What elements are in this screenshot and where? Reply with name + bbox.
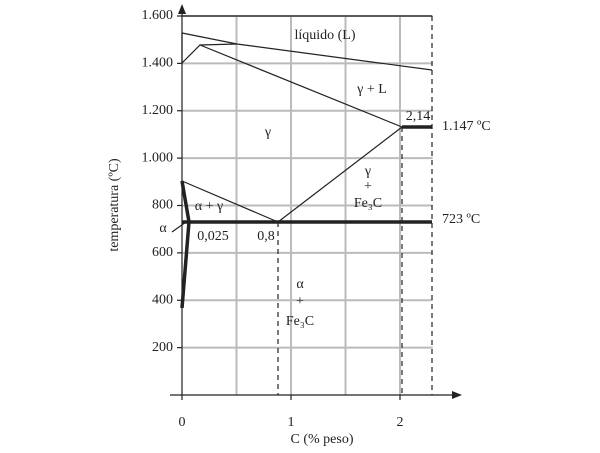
x-tick-label: 2: [397, 415, 404, 430]
x-tick-label: 1: [288, 415, 295, 430]
alpha-boundary: [180, 180, 191, 309]
region-label: α: [159, 221, 167, 236]
x-axis-label: C (% peso): [291, 432, 354, 447]
y-arrow: [178, 4, 186, 14]
region-label: +: [364, 179, 372, 194]
region-label: Fe₃C: [286, 314, 314, 329]
y-tick-label: 400: [152, 292, 173, 307]
region-label: γ: [264, 125, 271, 140]
annotation: 0,025: [197, 229, 229, 244]
alpha-pointer: [171, 221, 187, 233]
y-tick-label: 800: [152, 198, 173, 213]
x-tick-label: 0: [179, 415, 186, 430]
y-tick-label: 1.000: [142, 150, 174, 165]
region-label: γ: [364, 164, 371, 179]
a3-line: [181, 180, 279, 223]
y-tick-label: 1.200: [142, 103, 174, 118]
annotation: 1.147 ºC: [442, 119, 491, 134]
region-label: líquido (L): [294, 28, 355, 43]
solidus: [199, 44, 403, 128]
y-axis-label: temperatura (ºC): [107, 158, 122, 252]
annotation: 723 ºC: [442, 212, 480, 227]
grid: [182, 15, 433, 395]
region-label: Fe₃C: [354, 196, 382, 211]
x-arrow: [452, 391, 462, 399]
region-label: +: [296, 294, 304, 309]
y-tick-label: 1.400: [142, 56, 174, 71]
region-label: γ + L: [356, 82, 387, 97]
delta-region: [181, 33, 238, 65]
annotation: 0,8: [257, 229, 275, 244]
annotation: 2,14: [406, 109, 431, 124]
y-tick-label: 1.600: [142, 8, 174, 23]
y-tick-label: 600: [152, 245, 173, 260]
region-label: α + γ: [195, 199, 223, 214]
region-label: α: [296, 277, 304, 292]
y-tick-label: 200: [152, 340, 173, 355]
acm-line: [277, 126, 403, 223]
